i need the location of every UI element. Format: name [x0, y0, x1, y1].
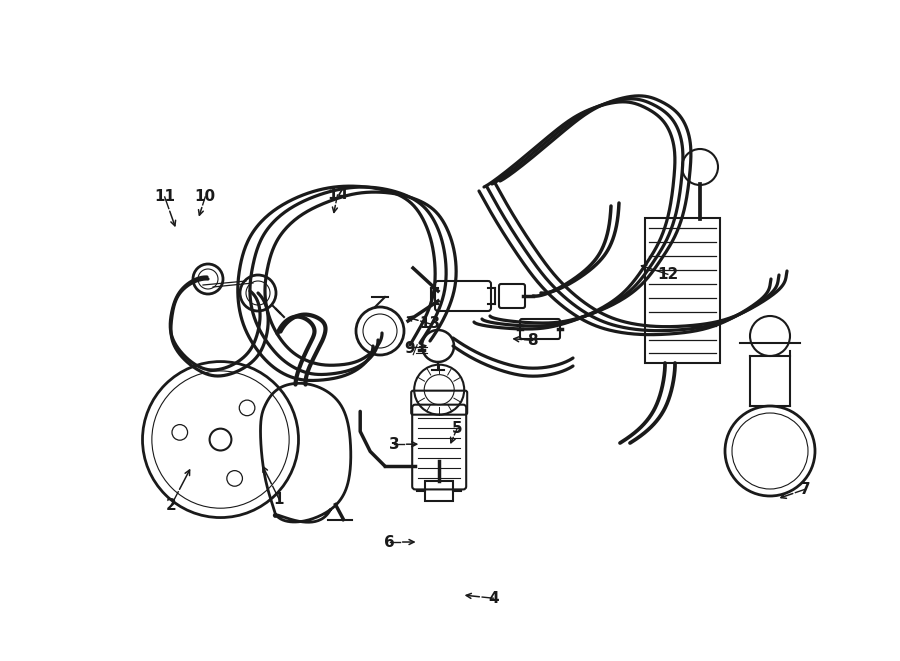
Text: 7: 7 — [800, 482, 811, 496]
Bar — [645, 218, 720, 363]
Text: 8: 8 — [527, 333, 538, 348]
Text: 5: 5 — [452, 421, 463, 436]
Text: 1: 1 — [274, 492, 284, 506]
Text: 2: 2 — [166, 498, 176, 513]
Text: 12: 12 — [657, 267, 679, 282]
Text: 6: 6 — [384, 535, 395, 549]
Text: 4: 4 — [488, 591, 499, 605]
Bar — [425, 481, 454, 502]
Text: 3: 3 — [389, 437, 400, 451]
Text: 9: 9 — [404, 341, 415, 356]
Text: 14: 14 — [327, 188, 348, 202]
Text: 11: 11 — [154, 190, 176, 204]
Text: 13: 13 — [419, 317, 441, 331]
Text: 10: 10 — [194, 190, 216, 204]
